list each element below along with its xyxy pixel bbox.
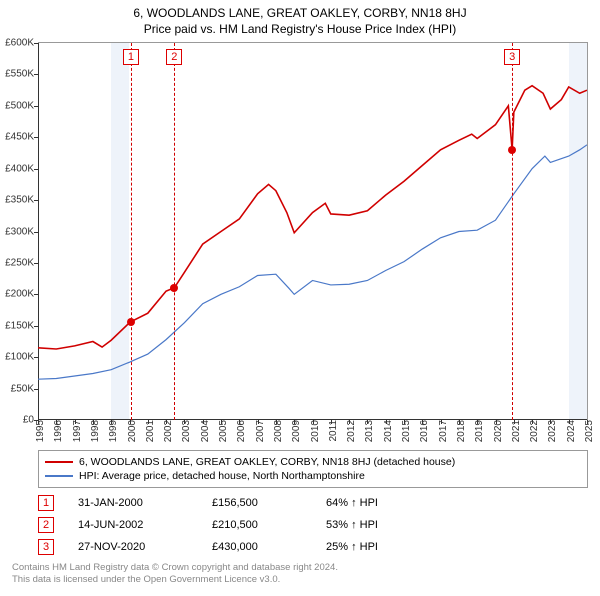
y-tick-label: £550K xyxy=(5,69,34,80)
chart: £0£50K£100K£150K£200K£250K£300K£350K£400… xyxy=(38,42,588,442)
y-tick-label: £300K xyxy=(5,226,34,237)
sale-vline xyxy=(174,43,175,420)
y-tick-label: £100K xyxy=(5,352,34,363)
sale-row: 1 31-JAN-2000 £156,500 64% ↑ HPI xyxy=(38,492,588,514)
x-tick-label: 2013 xyxy=(364,420,375,442)
legend-row: 6, WOODLANDS LANE, GREAT OAKLEY, CORBY, … xyxy=(45,455,581,469)
sale-price: £156,500 xyxy=(212,497,302,509)
sale-price: £430,000 xyxy=(212,541,302,553)
series-hpi xyxy=(38,145,587,379)
x-tick-label: 2015 xyxy=(401,420,412,442)
y-tick-label: £600K xyxy=(5,38,34,49)
sale-row: 2 14-JUN-2002 £210,500 53% ↑ HPI xyxy=(38,514,588,536)
x-tick-label: 2002 xyxy=(163,420,174,442)
y-tick-label: £450K xyxy=(5,132,34,143)
series-property xyxy=(38,86,587,349)
x-tick-label: 1999 xyxy=(108,420,119,442)
x-tick-label: 1998 xyxy=(90,420,101,442)
y-tick-label: £200K xyxy=(5,289,34,300)
legend-label: HPI: Average price, detached house, Nort… xyxy=(79,470,365,482)
y-tick-label: £250K xyxy=(5,257,34,268)
sale-marker-box: 2 xyxy=(166,49,182,65)
x-tick-label: 2006 xyxy=(236,420,247,442)
sale-date: 14-JUN-2002 xyxy=(78,519,188,531)
chart-lines xyxy=(38,43,587,420)
x-tick-label: 2025 xyxy=(584,420,595,442)
x-tick-label: 2019 xyxy=(474,420,485,442)
x-tick-label: 2014 xyxy=(383,420,394,442)
y-tick-label: £400K xyxy=(5,163,34,174)
x-tick-label: 2004 xyxy=(200,420,211,442)
sale-price: £210,500 xyxy=(212,519,302,531)
x-tick-label: 2016 xyxy=(419,420,430,442)
x-tick-label: 2021 xyxy=(511,420,522,442)
sale-delta: 64% ↑ HPI xyxy=(326,497,378,509)
x-tick-label: 1995 xyxy=(35,420,46,442)
sales-table: 1 31-JAN-2000 £156,500 64% ↑ HPI 2 14-JUN-200… xyxy=(38,492,588,558)
sale-date: 31-JAN-2000 xyxy=(78,497,188,509)
x-tick-label: 2011 xyxy=(328,420,339,442)
x-tick-label: 2023 xyxy=(547,420,558,442)
legend-swatch xyxy=(45,475,73,477)
footer: Contains HM Land Registry data © Crown c… xyxy=(12,562,588,587)
x-tick-label: 2024 xyxy=(566,420,577,442)
sale-id-box: 3 xyxy=(38,539,54,555)
y-tick-label: £150K xyxy=(5,320,34,331)
sale-date: 27-NOV-2020 xyxy=(78,541,188,553)
x-tick-label: 2008 xyxy=(273,420,284,442)
sale-id-box: 1 xyxy=(38,495,54,511)
legend: 6, WOODLANDS LANE, GREAT OAKLEY, CORBY, … xyxy=(38,450,588,488)
x-tick-label: 2007 xyxy=(255,420,266,442)
sale-marker-box: 1 xyxy=(123,49,139,65)
x-tick-label: 2022 xyxy=(529,420,540,442)
sale-row: 3 27-NOV-2020 £430,000 25% ↑ HPI xyxy=(38,536,588,558)
x-tick-label: 1996 xyxy=(53,420,64,442)
sale-marker-dot xyxy=(127,318,135,326)
x-tick-label: 2018 xyxy=(456,420,467,442)
footer-line-1: Contains HM Land Registry data © Crown c… xyxy=(12,562,588,574)
sale-vline xyxy=(512,43,513,420)
sale-delta: 25% ↑ HPI xyxy=(326,541,378,553)
legend-swatch xyxy=(45,461,73,463)
x-tick-label: 1997 xyxy=(72,420,83,442)
x-tick-label: 2001 xyxy=(145,420,156,442)
page-subtitle: Price paid vs. HM Land Registry's House … xyxy=(0,22,600,36)
y-tick-label: £350K xyxy=(5,195,34,206)
x-tick-label: 2005 xyxy=(218,420,229,442)
sale-delta: 53% ↑ HPI xyxy=(326,519,378,531)
page-title: 6, WOODLANDS LANE, GREAT OAKLEY, CORBY, … xyxy=(0,6,600,20)
legend-row: HPI: Average price, detached house, Nort… xyxy=(45,469,581,483)
x-tick-label: 2010 xyxy=(310,420,321,442)
legend-label: 6, WOODLANDS LANE, GREAT OAKLEY, CORBY, … xyxy=(79,456,455,468)
sale-id-box: 2 xyxy=(38,517,54,533)
sale-vline xyxy=(131,43,132,420)
x-tick-label: 2009 xyxy=(291,420,302,442)
x-tick-label: 2012 xyxy=(346,420,357,442)
sale-marker-box: 3 xyxy=(504,49,520,65)
x-tick-label: 2017 xyxy=(438,420,449,442)
x-tick-label: 2003 xyxy=(181,420,192,442)
y-tick-label: £0 xyxy=(23,415,34,426)
y-tick-label: £50K xyxy=(11,383,34,394)
footer-line-2: This data is licensed under the Open Gov… xyxy=(12,574,588,586)
x-tick-label: 2000 xyxy=(127,420,138,442)
x-tick-label: 2020 xyxy=(493,420,504,442)
y-tick-label: £500K xyxy=(5,100,34,111)
sale-marker-dot xyxy=(508,146,516,154)
sale-marker-dot xyxy=(170,284,178,292)
